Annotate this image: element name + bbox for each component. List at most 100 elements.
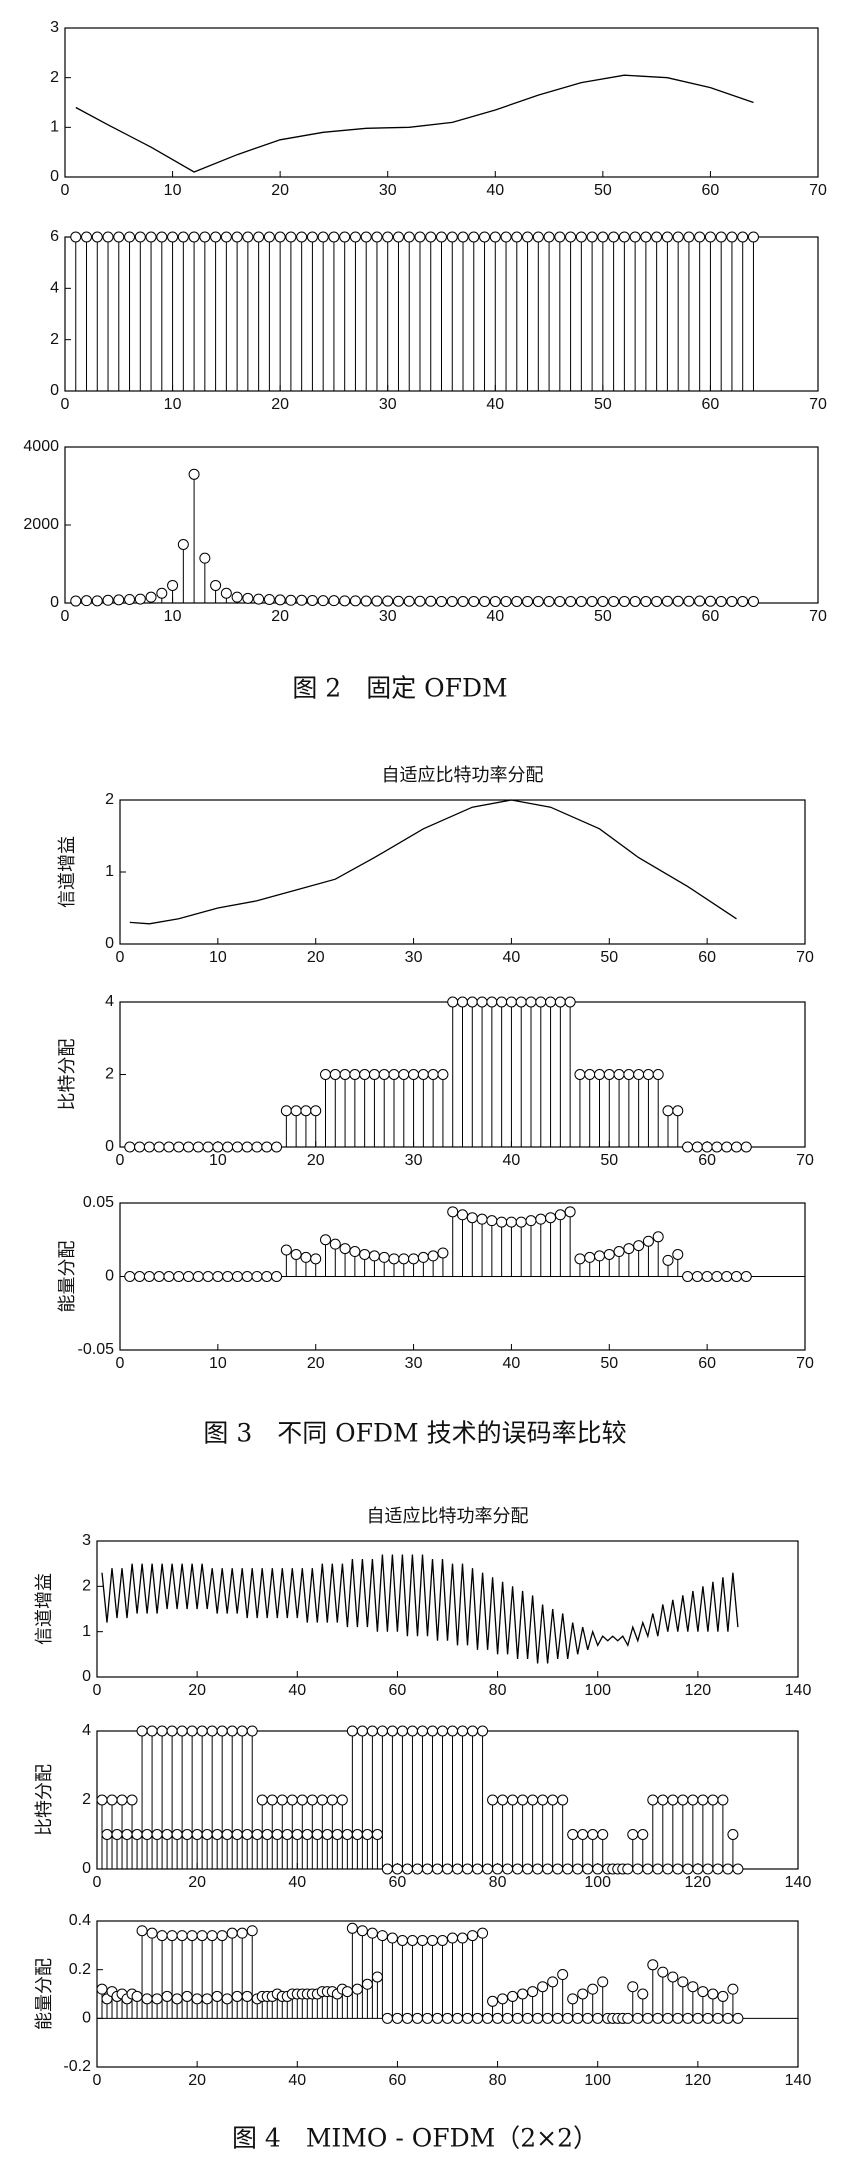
stem-marker xyxy=(672,1105,684,1117)
stem-marker xyxy=(376,1930,388,1942)
x-tick-label: 30 xyxy=(379,608,397,625)
stem-marker xyxy=(320,1234,331,1246)
stem-marker xyxy=(515,996,527,1008)
chart-title: 自适应比特功率分配 xyxy=(382,765,544,785)
stem-marker xyxy=(662,2012,674,2024)
stem-marker xyxy=(231,1141,243,1153)
stem-marker xyxy=(747,231,759,243)
stem-marker xyxy=(202,1271,214,1282)
x-tick-label: 20 xyxy=(307,949,325,966)
x-tick-label: 50 xyxy=(600,1355,618,1372)
stem-marker xyxy=(702,2012,714,2024)
stem-marker xyxy=(143,1271,155,1282)
x-tick-label: 100 xyxy=(584,2072,611,2089)
stem-marker xyxy=(437,1247,449,1259)
stem-marker xyxy=(222,1271,234,1282)
caption: 图 3 不同 OFDM 技术的误码率比较 xyxy=(203,1419,626,1448)
stem-marker xyxy=(532,1863,544,1875)
x-tick-label: 0 xyxy=(61,608,70,625)
stem-marker xyxy=(216,1725,228,1737)
stem-marker xyxy=(368,1250,380,1262)
x-tick-label: 60 xyxy=(698,1355,716,1372)
stem-marker xyxy=(457,231,469,243)
stem-marker xyxy=(145,591,157,603)
stem-marker xyxy=(694,231,706,243)
stem-marker xyxy=(712,2012,724,2024)
stem-marker xyxy=(306,594,318,606)
data-line xyxy=(129,799,737,925)
stem-marker xyxy=(263,231,275,243)
stem-marker xyxy=(310,1105,322,1117)
y-tick-label: 4000 xyxy=(23,438,59,455)
stem-marker xyxy=(436,595,447,607)
stem-marker xyxy=(647,1794,659,1806)
stem-marker xyxy=(545,1212,557,1224)
x-tick-label: 40 xyxy=(288,1682,306,1699)
stem-marker xyxy=(613,1246,625,1258)
stem-marker xyxy=(236,1927,248,1939)
stem-marker xyxy=(361,1978,373,1990)
axes-box xyxy=(96,1540,799,1678)
stem-marker xyxy=(171,1993,183,2005)
stem-marker xyxy=(517,1794,529,1806)
stem-marker xyxy=(300,1105,312,1117)
stem-marker xyxy=(156,1725,168,1737)
stem-marker xyxy=(285,231,297,243)
stem-marker xyxy=(577,1988,589,2000)
stem-marker xyxy=(436,1934,448,1946)
stem-marker xyxy=(146,1927,158,1939)
x-tick-label: 120 xyxy=(685,2072,712,2089)
stem-marker xyxy=(339,595,351,607)
x-tick-label: 70 xyxy=(796,1355,814,1372)
stem-marker xyxy=(682,1141,694,1153)
stem-marker xyxy=(587,1983,599,1995)
x-tick-label: 120 xyxy=(685,1874,712,1891)
stem-marker xyxy=(608,595,620,607)
stem-marker xyxy=(111,1829,123,1840)
y-tick-label: 0 xyxy=(82,1860,91,1877)
stem-marker xyxy=(462,1863,474,1875)
stem-marker xyxy=(181,1990,193,2002)
stem-marker xyxy=(263,593,275,605)
stem-marker xyxy=(692,2012,704,2024)
stem-marker xyxy=(532,595,544,607)
x-tick-label: 10 xyxy=(209,1152,227,1169)
stem-marker xyxy=(431,2012,443,2024)
stem-marker xyxy=(371,1971,383,1983)
x-tick-label: 50 xyxy=(594,396,612,413)
stem-marker xyxy=(102,594,114,606)
stem-marker xyxy=(426,1934,438,1946)
x-tick-label: 40 xyxy=(486,182,504,199)
stem-marker xyxy=(587,1829,599,1840)
stem-marker xyxy=(261,1829,273,1840)
stem-marker xyxy=(747,595,759,607)
stem-marker xyxy=(511,595,523,607)
stem-marker xyxy=(216,1930,228,1942)
stem-marker xyxy=(360,595,372,607)
stem-marker xyxy=(702,1863,714,1875)
stem-marker xyxy=(366,1725,378,1737)
stem-marker xyxy=(406,1934,418,1946)
x-tick-label: 50 xyxy=(600,949,618,966)
y-tick-label: 2 xyxy=(82,1578,91,1595)
stem-marker xyxy=(476,996,488,1008)
stem-marker xyxy=(341,1986,353,1998)
stem-marker xyxy=(388,1069,400,1080)
stem-marker xyxy=(711,1141,723,1153)
stem-marker xyxy=(637,1988,649,2000)
x-tick-label: 140 xyxy=(785,1682,812,1699)
stem-marker xyxy=(306,1794,318,1806)
stem-marker xyxy=(479,231,491,243)
stem-marker xyxy=(532,2012,544,2024)
stem-marker xyxy=(242,231,254,243)
stem-marker xyxy=(134,231,146,243)
stem-marker xyxy=(251,1271,263,1282)
stem-marker xyxy=(682,1863,694,1875)
data-line xyxy=(101,1554,739,1664)
stem-marker xyxy=(317,231,329,243)
stem-marker xyxy=(290,1248,302,1260)
stem-marker xyxy=(629,595,641,607)
stem-marker xyxy=(328,595,340,607)
stem-marker xyxy=(552,2012,564,2024)
